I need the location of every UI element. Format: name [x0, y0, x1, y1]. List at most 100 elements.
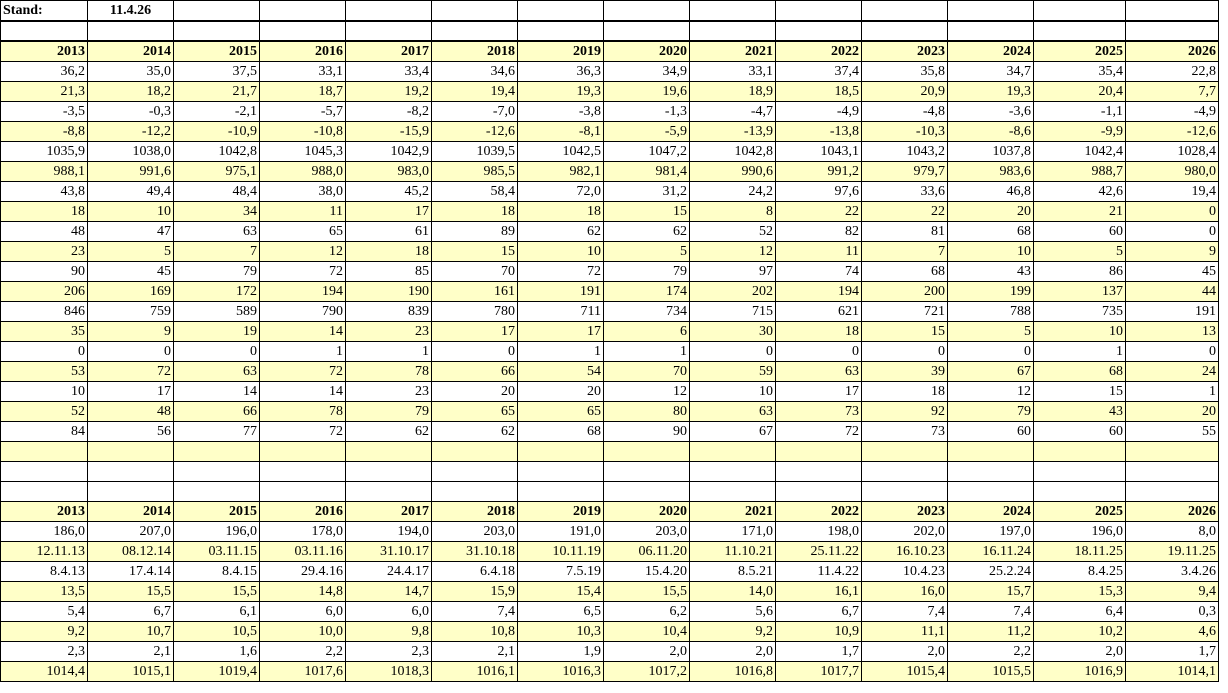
- data-cell[interactable]: 17: [517, 321, 604, 342]
- data-cell[interactable]: 194: [259, 281, 346, 302]
- data-cell[interactable]: 5: [1033, 241, 1126, 262]
- data-cell[interactable]: 178,0: [259, 521, 346, 542]
- data-cell[interactable]: 56: [87, 421, 174, 442]
- data-cell[interactable]: 137: [1033, 281, 1126, 302]
- data-cell[interactable]: 0: [1125, 201, 1219, 222]
- data-cell[interactable]: 194,0: [345, 521, 432, 542]
- data-cell[interactable]: 68: [947, 221, 1034, 242]
- data-cell[interactable]: 1018,3: [345, 661, 432, 682]
- data-cell[interactable]: 74: [775, 261, 862, 282]
- data-cell[interactable]: 97,6: [775, 181, 862, 202]
- empty-cell[interactable]: [1033, 461, 1126, 482]
- data-cell[interactable]: 10,9: [775, 621, 862, 642]
- data-cell[interactable]: -13,9: [689, 121, 776, 142]
- data-cell[interactable]: 200: [861, 281, 948, 302]
- data-cell[interactable]: 1039,5: [431, 141, 518, 162]
- data-cell[interactable]: 18: [517, 201, 604, 222]
- data-cell[interactable]: -3,5: [0, 101, 88, 122]
- data-cell[interactable]: 2,1: [87, 641, 174, 662]
- data-cell[interactable]: 16.10.23: [861, 541, 948, 562]
- data-cell[interactable]: 92: [861, 401, 948, 422]
- data-cell[interactable]: 45: [1125, 261, 1219, 282]
- data-cell[interactable]: 1017,2: [603, 661, 690, 682]
- data-cell[interactable]: 22,8: [1125, 61, 1219, 82]
- data-cell[interactable]: 194: [775, 281, 862, 302]
- data-cell[interactable]: 63: [173, 221, 260, 242]
- data-cell[interactable]: 1014,1: [1125, 661, 1219, 682]
- data-cell[interactable]: 169: [87, 281, 174, 302]
- data-cell[interactable]: 207,0: [87, 521, 174, 542]
- data-cell[interactable]: 15: [861, 321, 948, 342]
- data-cell[interactable]: 715: [689, 301, 776, 322]
- year-header[interactable]: 2025: [1033, 40, 1126, 62]
- data-cell[interactable]: 33,1: [689, 61, 776, 82]
- data-cell[interactable]: 52: [0, 401, 88, 422]
- data-cell[interactable]: 81: [861, 221, 948, 242]
- data-cell[interactable]: -5,7: [259, 101, 346, 122]
- data-cell[interactable]: 0,3: [1125, 601, 1219, 622]
- data-cell[interactable]: 10: [947, 241, 1034, 262]
- empty-cell[interactable]: [259, 461, 346, 482]
- data-cell[interactable]: 15.4.20: [603, 561, 690, 582]
- empty-cell[interactable]: [173, 461, 260, 482]
- data-cell[interactable]: 12: [603, 381, 690, 402]
- stand-date[interactable]: 11.4.26: [87, 0, 174, 22]
- data-cell[interactable]: 59: [689, 361, 776, 382]
- data-cell[interactable]: 49,4: [87, 181, 174, 202]
- data-cell[interactable]: 15,5: [173, 581, 260, 602]
- data-cell[interactable]: 20,4: [1033, 81, 1126, 102]
- year-header[interactable]: 2020: [603, 501, 690, 522]
- year-header[interactable]: 2024: [947, 40, 1034, 62]
- year-header[interactable]: 2021: [689, 40, 776, 62]
- data-cell[interactable]: 37,4: [775, 61, 862, 82]
- data-cell[interactable]: 15,5: [603, 581, 690, 602]
- data-cell[interactable]: 19,4: [431, 81, 518, 102]
- data-cell[interactable]: 172: [173, 281, 260, 302]
- data-cell[interactable]: 42,6: [1033, 181, 1126, 202]
- data-cell[interactable]: 10: [0, 381, 88, 402]
- data-cell[interactable]: -12,2: [87, 121, 174, 142]
- data-cell[interactable]: 34,9: [603, 61, 690, 82]
- data-cell[interactable]: 19.11.25: [1125, 541, 1219, 562]
- data-cell[interactable]: 1: [603, 341, 690, 362]
- data-cell[interactable]: 61: [345, 221, 432, 242]
- data-cell[interactable]: 1042,4: [1033, 141, 1126, 162]
- data-cell[interactable]: -2,1: [173, 101, 260, 122]
- data-cell[interactable]: 988,1: [0, 161, 88, 182]
- data-cell[interactable]: 37,5: [173, 61, 260, 82]
- data-cell[interactable]: 62: [517, 221, 604, 242]
- data-cell[interactable]: 52: [689, 221, 776, 242]
- data-cell[interactable]: 31,2: [603, 181, 690, 202]
- empty-cell[interactable]: [0, 461, 88, 482]
- data-cell[interactable]: 186,0: [0, 521, 88, 542]
- data-cell[interactable]: 03.11.15: [173, 541, 260, 562]
- data-cell[interactable]: 1019,4: [173, 661, 260, 682]
- empty-cell[interactable]: [947, 461, 1034, 482]
- data-cell[interactable]: 788: [947, 301, 1034, 322]
- data-cell[interactable]: 1015,1: [87, 661, 174, 682]
- year-header[interactable]: 2021: [689, 501, 776, 522]
- year-header[interactable]: 2014: [87, 40, 174, 62]
- data-cell[interactable]: 11,1: [861, 621, 948, 642]
- empty-cell[interactable]: [517, 461, 604, 482]
- data-cell[interactable]: 48: [87, 401, 174, 422]
- year-header[interactable]: 2019: [517, 501, 604, 522]
- data-cell[interactable]: 23: [345, 381, 432, 402]
- data-cell[interactable]: 16.11.24: [947, 541, 1034, 562]
- data-cell[interactable]: 11: [775, 241, 862, 262]
- data-cell[interactable]: 24.4.17: [345, 561, 432, 582]
- data-cell[interactable]: 6,5: [517, 601, 604, 622]
- data-cell[interactable]: 203,0: [603, 521, 690, 542]
- empty-cell[interactable]: [861, 0, 948, 22]
- data-cell[interactable]: 18,9: [689, 81, 776, 102]
- data-cell[interactable]: 63: [173, 361, 260, 382]
- empty-cell[interactable]: [775, 481, 862, 502]
- data-cell[interactable]: 0: [775, 341, 862, 362]
- data-cell[interactable]: 20: [947, 201, 1034, 222]
- year-header[interactable]: 2025: [1033, 501, 1126, 522]
- empty-cell[interactable]: [259, 20, 346, 42]
- empty-cell[interactable]: [1125, 461, 1219, 482]
- data-cell[interactable]: 10: [1033, 321, 1126, 342]
- data-cell[interactable]: -10,3: [861, 121, 948, 142]
- empty-cell[interactable]: [689, 0, 776, 22]
